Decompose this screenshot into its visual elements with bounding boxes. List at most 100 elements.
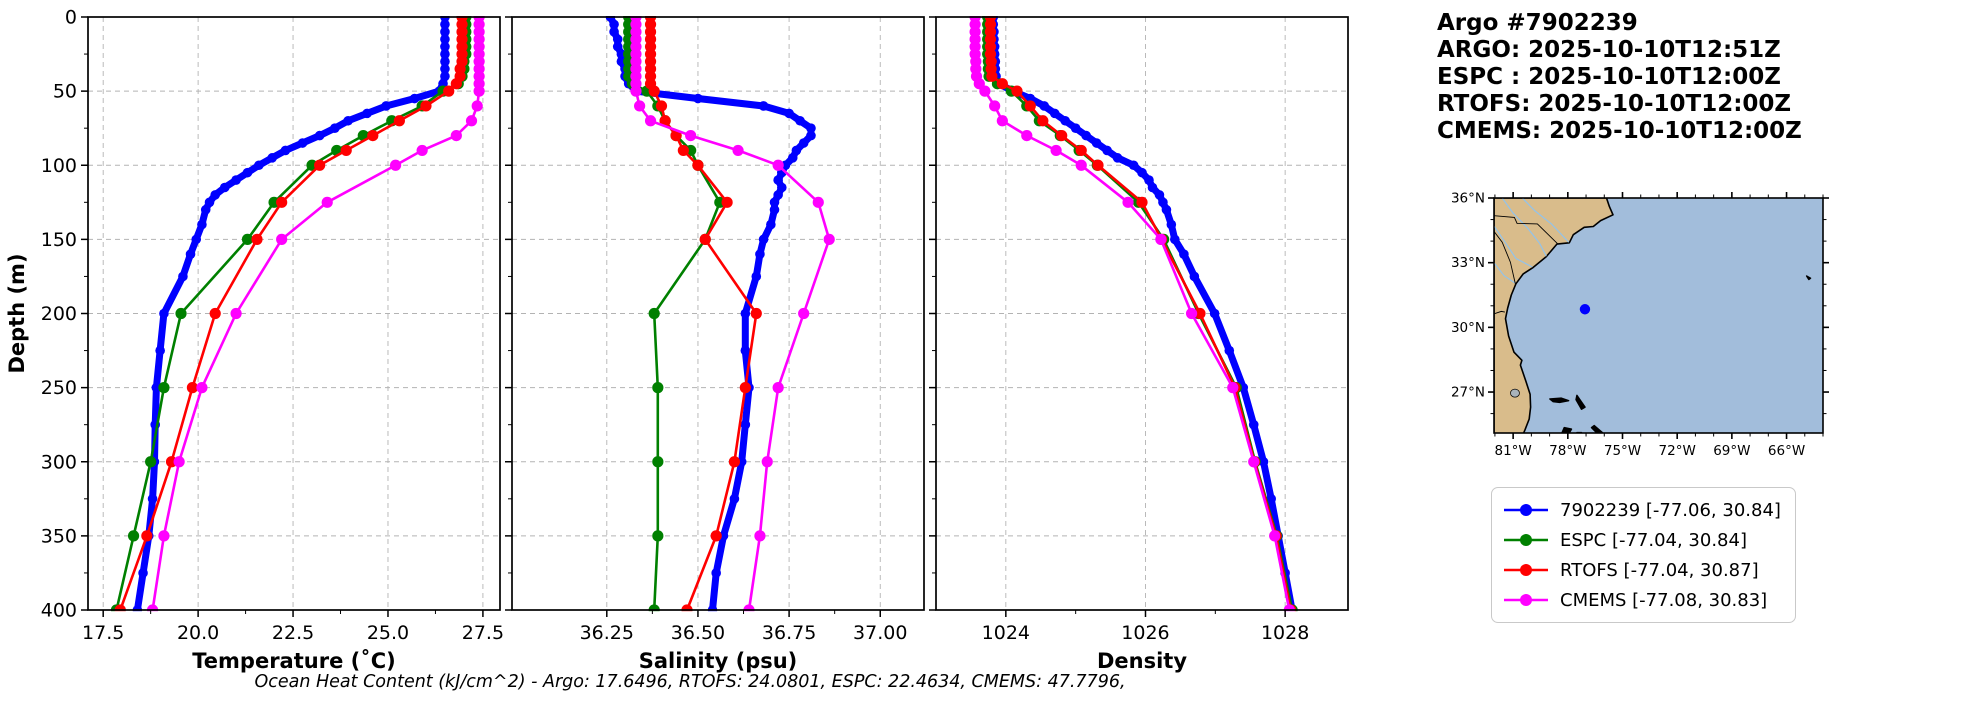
series-RTOFS <box>114 11 468 616</box>
info-header: Argo #7902239 ARGO: 2025-10-10T12:51Z ESPC… <box>1437 10 1802 145</box>
series-7902239-marker <box>330 123 340 133</box>
series-CMEMS-marker <box>1122 196 1134 208</box>
series-CMEMS <box>146 11 485 616</box>
series-ESPC-marker <box>175 307 187 320</box>
series-RTOFS-marker <box>739 382 751 394</box>
legend-marker-argo <box>1504 504 1548 516</box>
series-CMEMS-marker <box>1075 159 1087 171</box>
series-7902239-marker <box>138 568 148 578</box>
series-RTOFS-marker <box>1194 307 1206 320</box>
series-7902239-marker <box>1091 138 1102 148</box>
legend-label: RTOFS [-77.04, 30.87] <box>1560 559 1759 581</box>
series-7902239-marker <box>204 197 215 208</box>
series-7902239-marker <box>1144 175 1154 185</box>
series-7902239-marker <box>1161 204 1172 215</box>
y-tick-label: 350 <box>41 525 77 547</box>
map-lake <box>1510 388 1520 398</box>
series-CMEMS-marker <box>761 456 773 468</box>
ohc-footer: Ocean Heat Content (kJ/cm^2) - Argo: 17.… <box>254 672 1126 692</box>
series-7902239-marker <box>1137 167 1147 178</box>
series-7902239-marker <box>806 123 816 133</box>
series-7902239-marker <box>267 153 277 163</box>
series-7902239-marker <box>1179 249 1189 259</box>
series-CMEMS-marker <box>685 130 697 142</box>
series-7902239-marker <box>769 197 780 208</box>
x-axis-label: Density <box>1097 649 1187 673</box>
series-7902239-marker <box>409 93 420 104</box>
series-7902239-marker <box>440 71 450 82</box>
series-7902239-marker <box>1189 271 1200 282</box>
series-7902239-marker <box>773 175 783 185</box>
series-7902239-marker <box>1170 234 1180 245</box>
series-7902239-marker <box>440 41 450 52</box>
series-7902239-marker <box>1039 101 1050 111</box>
mask <box>498 1 938 16</box>
series-7902239-marker <box>362 108 372 119</box>
series-RTOFS-marker <box>1136 196 1148 208</box>
mask <box>74 611 514 626</box>
series-7902239-marker <box>693 93 703 104</box>
x-tick-label: 25.0 <box>367 622 409 644</box>
series-7902239-marker <box>440 27 450 37</box>
series-RTOFS-marker <box>1075 144 1087 157</box>
map-river <box>1521 198 1570 243</box>
x-tick-label: 36.25 <box>580 622 634 644</box>
map-state-border <box>1494 310 1505 315</box>
series-7902239-marker <box>791 145 802 156</box>
series-CMEMS-marker <box>471 100 483 112</box>
series-RTOFS-marker <box>1011 85 1023 97</box>
series-CMEMS-marker <box>772 159 784 171</box>
series-CMEMS-marker <box>230 307 242 320</box>
x-tick-label: 20.0 <box>177 622 219 644</box>
series-RTOFS-marker <box>1037 115 1049 127</box>
series-ESPC-marker <box>648 307 660 320</box>
series-7902239-marker <box>297 138 308 148</box>
series-RTOFS-marker <box>314 159 326 171</box>
legend-label: 7902239 [-77.06, 30.84] <box>1560 499 1781 521</box>
info-header-line: Argo #7902239 <box>1437 10 1638 36</box>
x-tick-label: 37.00 <box>853 622 907 644</box>
map-lon-tick-label: 72°W <box>1659 443 1696 459</box>
series-7902239-marker <box>151 382 162 393</box>
series-RTOFS-marker <box>648 85 660 97</box>
legend-item: CMEMS [-77.08, 30.83] <box>1502 585 1781 615</box>
series-CMEMS-marker <box>644 115 657 127</box>
info-header-line: CMEMS: 2025-10-10T12:00Z <box>1437 118 1802 144</box>
y-tick-label: 200 <box>41 303 77 325</box>
series-7902239-marker <box>609 19 619 30</box>
legend-item: RTOFS [-77.04, 30.87] <box>1502 555 1781 585</box>
x-axis-label: Temperature (˚C) <box>192 649 395 673</box>
series-7902239-marker <box>155 345 165 356</box>
series-CMEMS-marker <box>158 530 170 542</box>
map-island <box>1590 424 1604 433</box>
series-ESPC-marker <box>158 382 170 394</box>
map-river <box>1494 262 1516 284</box>
series-CMEMS-marker <box>416 144 428 157</box>
panel-density: 1024 1026 1028 Density <box>922 1 1362 673</box>
series-RTOFS-marker <box>692 159 704 171</box>
series-RTOFS-marker <box>677 144 689 157</box>
map-lat-tick-label: 27°N <box>1451 385 1485 401</box>
series-RTOFS-marker <box>393 115 405 127</box>
series-7902239-marker <box>440 64 450 74</box>
legend-dot <box>1520 564 1532 576</box>
series-RTOFS <box>984 11 1297 616</box>
x-tick-label: 27.5 <box>462 622 504 644</box>
series-7902239-marker <box>1224 345 1235 356</box>
series-RTOFS-marker <box>251 233 263 245</box>
series-CMEMS-marker <box>812 196 824 208</box>
series-CMEMS-marker <box>772 382 784 394</box>
series-RTOFS-marker <box>141 530 153 542</box>
series-7902239-marker <box>787 153 798 163</box>
map-river <box>1494 225 1533 268</box>
series-7902239-marker <box>798 138 809 148</box>
series-7902239-marker <box>440 49 450 59</box>
series-CMEMS-marker <box>979 85 991 97</box>
series-CMEMS-marker <box>465 115 478 127</box>
series-CMEMS-marker <box>276 233 288 245</box>
y-tick-label: 0 <box>65 7 77 29</box>
series-7902239-marker <box>440 34 450 45</box>
series-7902239-marker <box>254 160 264 171</box>
